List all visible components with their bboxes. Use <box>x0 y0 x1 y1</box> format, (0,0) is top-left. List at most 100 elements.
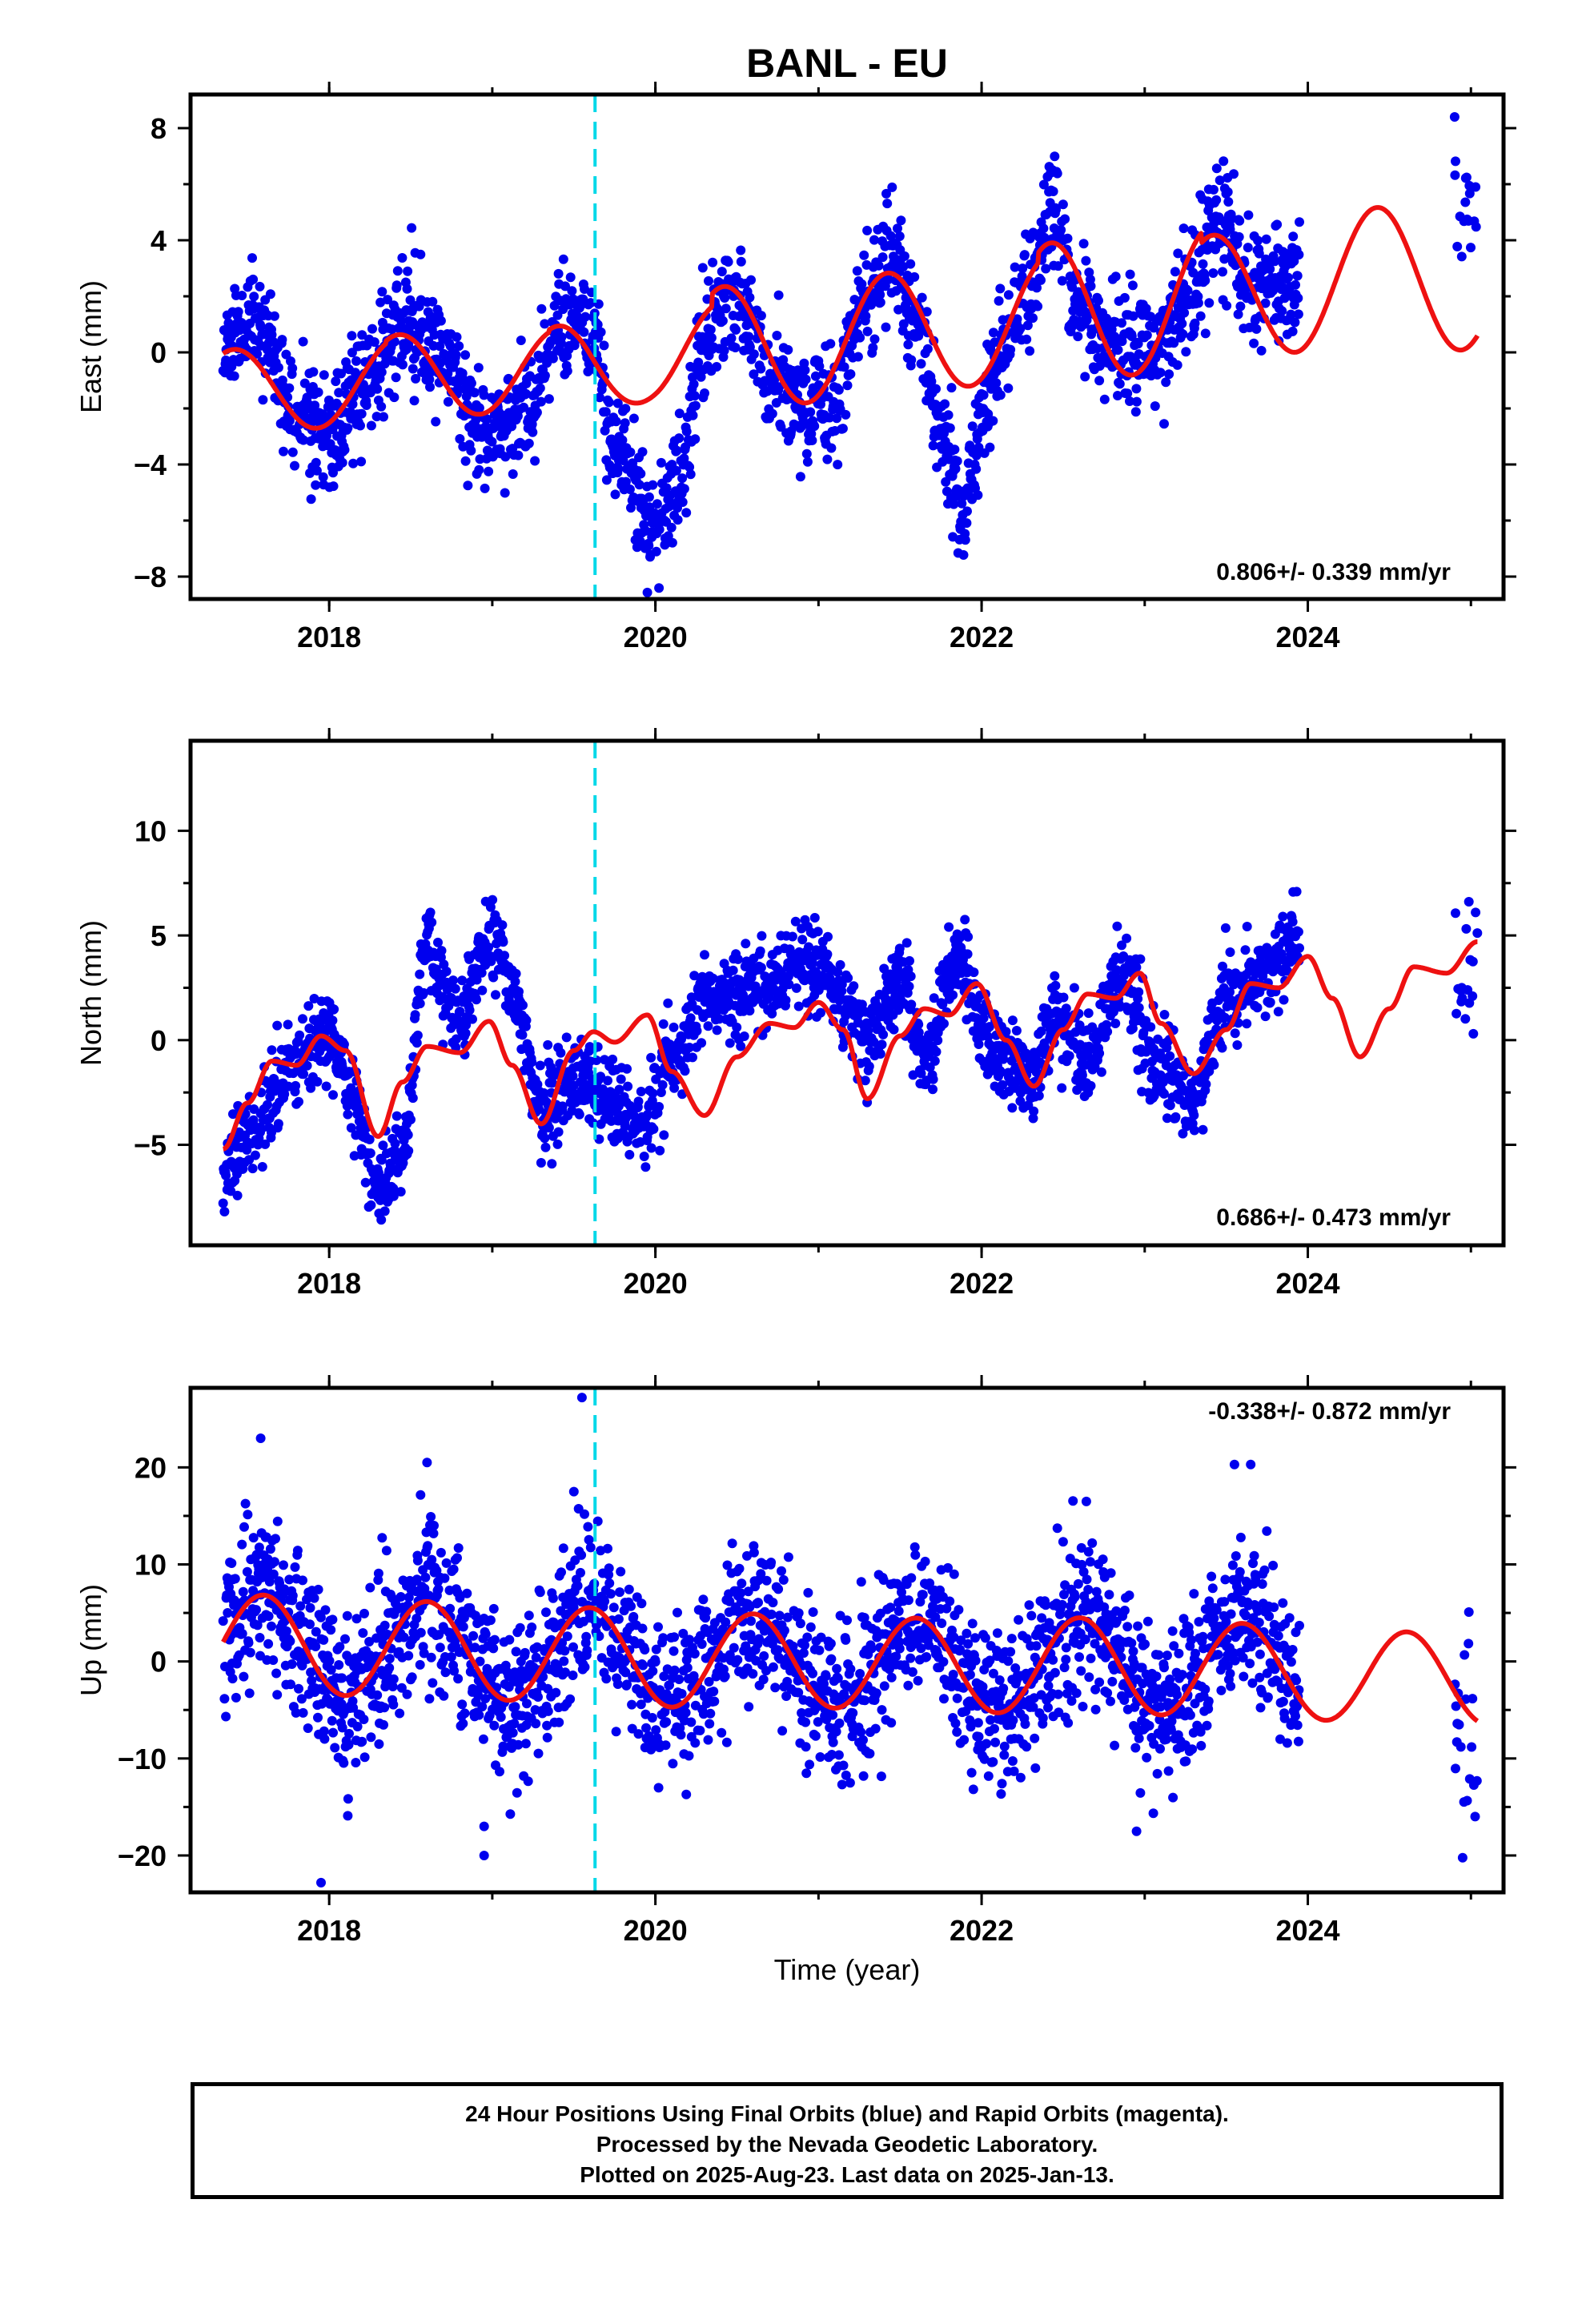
north-data-point <box>596 1072 606 1082</box>
up-data-point <box>269 1557 279 1567</box>
east-data-point <box>331 376 341 387</box>
east-y-tick-label: 0 <box>151 336 167 369</box>
east-data-point <box>298 336 308 347</box>
east-plot-area <box>218 94 1481 599</box>
north-data-point <box>869 1037 879 1047</box>
up-data-point <box>330 1743 340 1753</box>
north-data-point <box>1165 1100 1175 1111</box>
east-data-point <box>469 388 480 398</box>
east-data-point <box>474 464 484 475</box>
east-data-point <box>1033 301 1043 312</box>
east-data-point <box>1133 339 1143 349</box>
north-data-point <box>663 998 673 1008</box>
east-data-point <box>1122 388 1133 399</box>
up-data-point <box>285 1636 295 1647</box>
north-data-point <box>1159 1010 1170 1019</box>
east-data-point <box>1039 232 1050 243</box>
north-data-point <box>1028 1113 1038 1124</box>
east-data-point <box>893 304 904 315</box>
up-data-point <box>535 1587 545 1598</box>
north-data-point <box>291 1080 301 1091</box>
east-data-point <box>673 515 683 525</box>
up-data-point <box>245 1647 255 1658</box>
up-data-point <box>305 1619 315 1630</box>
east-data-point <box>1261 234 1271 244</box>
north-data-point <box>1131 962 1142 972</box>
north-data-point <box>1007 1103 1018 1113</box>
north-data-point <box>218 1198 228 1208</box>
east-data-point <box>746 275 756 285</box>
north-data-point <box>373 1168 383 1178</box>
east-data-point <box>1056 225 1066 235</box>
up-data-point <box>327 1715 337 1726</box>
east-data-point <box>322 430 332 440</box>
up-data-point <box>251 1605 261 1615</box>
east-data-point <box>1012 314 1022 324</box>
east-data-point <box>391 280 402 291</box>
north-data-point <box>388 1191 399 1201</box>
east-data-point <box>1019 250 1030 260</box>
north-data-point <box>1218 961 1227 971</box>
east-data-point <box>719 345 729 356</box>
north-data-point <box>969 967 979 978</box>
east-data-point <box>1452 241 1463 251</box>
east-data-point <box>347 348 357 358</box>
up-data-point <box>429 1521 439 1530</box>
east-data-point <box>700 388 709 398</box>
up-data-point <box>292 1546 303 1556</box>
east-data-point <box>1073 332 1083 342</box>
east-data-point <box>962 518 972 529</box>
north-data-point <box>1214 995 1223 1005</box>
north-data-point <box>511 968 521 979</box>
east-data-point <box>665 497 676 508</box>
east-data-point <box>674 408 685 419</box>
east-data-point <box>945 423 955 433</box>
north-data-point <box>837 979 847 990</box>
up-data-point <box>428 1528 439 1538</box>
north-data-point <box>534 1104 544 1115</box>
north-data-point <box>1225 987 1235 997</box>
north-data-point <box>328 1090 338 1100</box>
east-data-point <box>861 311 871 321</box>
north-data-point <box>272 1020 283 1031</box>
north-data-point <box>1094 1048 1105 1059</box>
north-data-point <box>379 1206 390 1216</box>
up-data-point <box>415 1659 425 1670</box>
east-data-point <box>357 330 367 340</box>
up-data-point <box>286 1679 295 1690</box>
east-data-point <box>1293 293 1303 304</box>
up-data-point <box>508 1727 518 1738</box>
east-data-point <box>654 583 665 593</box>
east-data-point <box>1113 345 1123 355</box>
east-data-point <box>677 473 688 484</box>
east-data-point <box>319 370 329 380</box>
east-data-point <box>1170 267 1180 277</box>
north-data-point <box>1242 922 1252 931</box>
north-data-point <box>1279 995 1289 1005</box>
east-data-point <box>402 283 412 294</box>
north-data-point <box>1252 1003 1263 1013</box>
up-data-point <box>384 1663 395 1673</box>
north-data-point <box>1472 928 1483 939</box>
north-data-point <box>633 1096 644 1107</box>
up-data-point <box>364 1637 375 1647</box>
north-data-point <box>756 963 766 973</box>
up-data-point <box>478 1734 488 1744</box>
north-data-point <box>916 1068 926 1079</box>
east-data-point <box>689 391 700 401</box>
up-data-point <box>243 1638 254 1648</box>
east-data-point <box>896 215 906 226</box>
north-data-point <box>879 963 889 974</box>
east-data-point <box>457 368 468 379</box>
north-data-point <box>391 1111 402 1121</box>
east-data-point <box>337 457 347 468</box>
east-data-point <box>717 316 728 326</box>
north-data-point <box>983 1031 994 1042</box>
east-data-point <box>717 267 727 277</box>
north-data-point <box>725 1038 735 1048</box>
up-data-point <box>303 1723 313 1733</box>
north-data-point <box>643 1109 653 1120</box>
north-data-point <box>648 1088 658 1099</box>
east-data-point <box>1461 172 1472 183</box>
east-data-point <box>705 324 716 335</box>
